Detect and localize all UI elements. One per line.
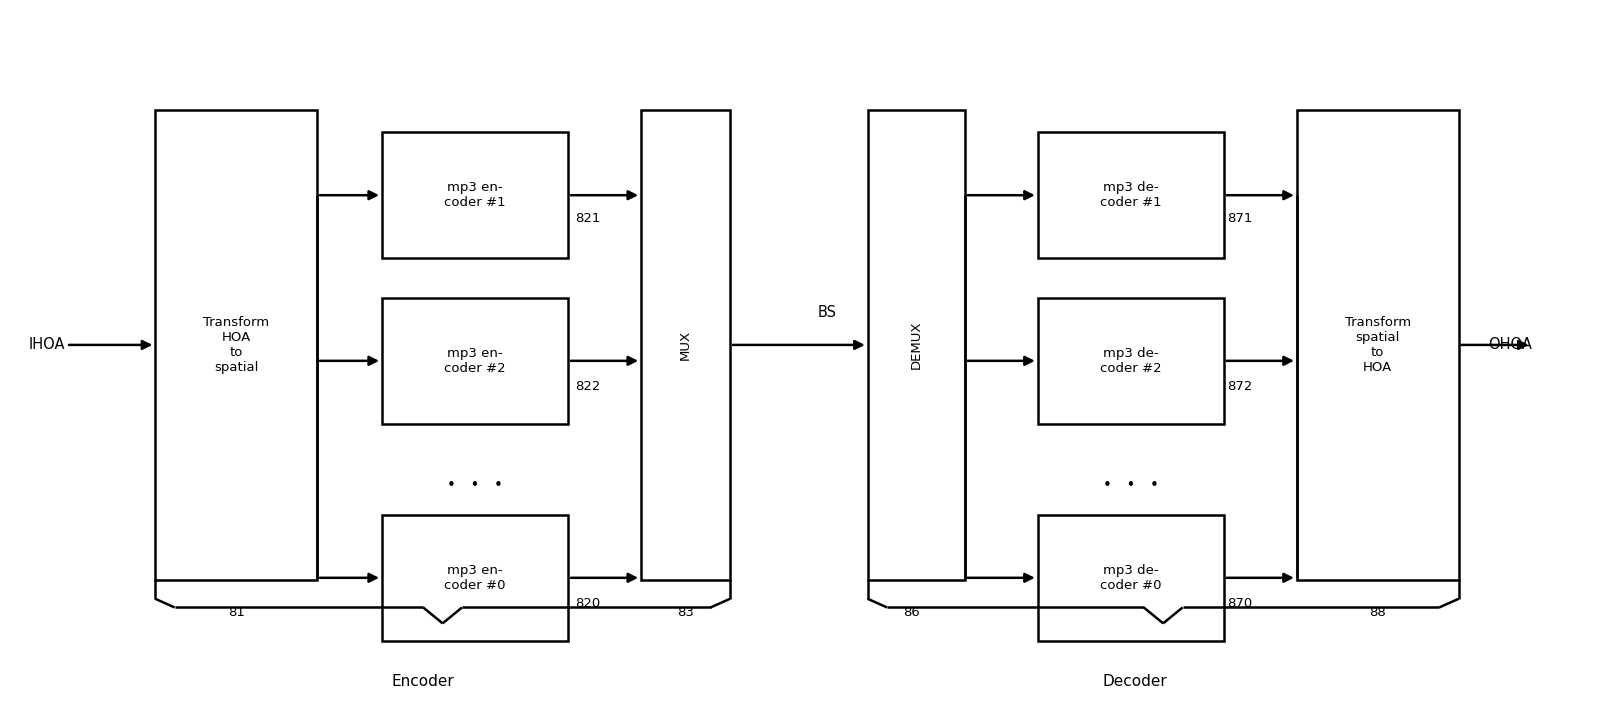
Text: 820: 820 [574, 597, 600, 610]
Text: 872: 872 [1228, 380, 1252, 393]
FancyBboxPatch shape [381, 298, 568, 425]
FancyBboxPatch shape [1038, 131, 1225, 258]
Text: 88: 88 [1369, 606, 1387, 619]
Text: 821: 821 [574, 212, 600, 225]
Text: 81: 81 [227, 606, 245, 619]
FancyBboxPatch shape [1038, 298, 1225, 425]
Text: mp3 de-
coder #0: mp3 de- coder #0 [1100, 564, 1161, 592]
Text: mp3 en-
coder #0: mp3 en- coder #0 [444, 564, 506, 592]
FancyBboxPatch shape [156, 110, 318, 580]
Text: 870: 870 [1228, 597, 1252, 610]
FancyBboxPatch shape [1038, 515, 1225, 642]
Text: Transform
HOA
to
spatial: Transform HOA to spatial [203, 316, 269, 374]
Text: OHOA: OHOA [1489, 338, 1533, 352]
Text: IHOA: IHOA [29, 338, 65, 352]
Text: •   •   •: • • • [448, 478, 503, 494]
Text: MUX: MUX [680, 330, 693, 360]
FancyBboxPatch shape [1296, 110, 1458, 580]
Text: mp3 en-
coder #1: mp3 en- coder #1 [444, 182, 506, 209]
Text: 86: 86 [903, 606, 920, 619]
Text: Decoder: Decoder [1103, 674, 1168, 689]
Text: BS: BS [817, 305, 837, 320]
Text: mp3 de-
coder #1: mp3 de- coder #1 [1100, 182, 1161, 209]
Text: •   •   •: • • • [1103, 478, 1158, 494]
Text: Encoder: Encoder [391, 674, 454, 689]
FancyBboxPatch shape [641, 110, 730, 580]
Text: DEMUX: DEMUX [910, 321, 923, 369]
Text: Transform
spatial
to
HOA: Transform spatial to HOA [1345, 316, 1411, 374]
Text: 871: 871 [1228, 212, 1252, 225]
Text: 83: 83 [676, 606, 694, 619]
Text: mp3 de-
coder #2: mp3 de- coder #2 [1100, 347, 1161, 375]
FancyBboxPatch shape [381, 131, 568, 258]
FancyBboxPatch shape [381, 515, 568, 642]
Text: mp3 en-
coder #2: mp3 en- coder #2 [444, 347, 506, 375]
FancyBboxPatch shape [868, 110, 965, 580]
Text: 822: 822 [574, 380, 600, 393]
